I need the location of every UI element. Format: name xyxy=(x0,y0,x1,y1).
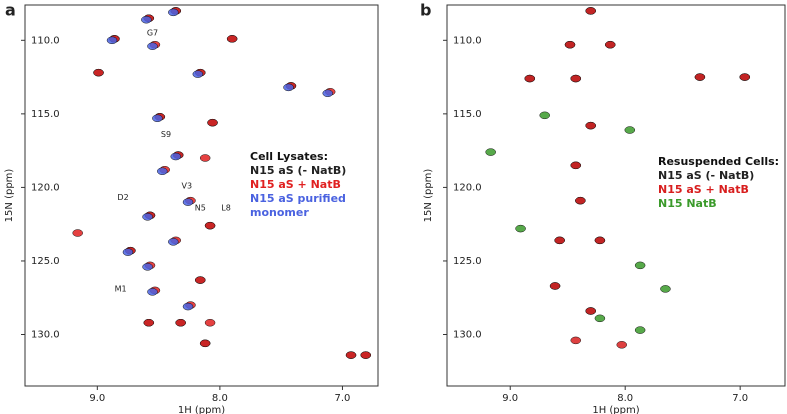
peak xyxy=(345,351,357,359)
residue-label: S9 xyxy=(161,130,171,139)
peak xyxy=(594,314,606,323)
panel-label: a xyxy=(5,1,16,20)
legend-title: Cell Lysates: xyxy=(250,150,328,163)
peak xyxy=(207,118,218,127)
peak xyxy=(585,7,596,15)
legend: Resuspended Cells: N15 aS (- NatB) N15 aS … xyxy=(658,155,783,211)
peak xyxy=(152,114,163,123)
legend-entry: N15 aS (- NatB) xyxy=(658,169,755,182)
peak xyxy=(143,318,155,327)
peak xyxy=(142,263,153,271)
peak xyxy=(634,326,646,334)
peak xyxy=(168,238,179,246)
peak xyxy=(570,336,582,345)
peak xyxy=(605,40,616,49)
peak xyxy=(739,73,751,81)
x-tick-label: 7.0 xyxy=(335,393,351,404)
x-tick-label: 9.0 xyxy=(502,393,518,404)
x-tick-label: 8.0 xyxy=(617,393,633,404)
peak xyxy=(175,318,186,327)
peak xyxy=(226,35,238,43)
y-tick-label: 130.0 xyxy=(453,330,482,341)
peak xyxy=(93,68,104,77)
peak xyxy=(195,276,206,284)
x-axis-title: 1H (ppm) xyxy=(592,405,639,414)
peak xyxy=(549,282,561,290)
residue-label: D2 xyxy=(117,193,128,202)
residue-label: G7 xyxy=(147,28,158,37)
legend-entry: N15 aS (- NatB) xyxy=(250,164,347,177)
y-tick-label: 115.0 xyxy=(453,109,482,120)
peak xyxy=(660,285,671,293)
plot-frame xyxy=(24,4,379,387)
legend-entry: N15 aS + NatB xyxy=(250,178,341,191)
peak xyxy=(585,121,596,130)
peak xyxy=(564,40,576,49)
peak xyxy=(515,224,526,233)
peak xyxy=(570,161,582,170)
residue-label: L8 xyxy=(221,204,231,213)
peak xyxy=(554,236,565,245)
peak xyxy=(616,341,627,349)
y-tick-label: 120.0 xyxy=(453,182,482,193)
y-tick-label: 110.0 xyxy=(31,35,60,46)
y-tick-label: 110.0 xyxy=(453,35,482,46)
peak xyxy=(182,198,194,206)
peak xyxy=(142,213,153,221)
y-tick-label: 115.0 xyxy=(31,109,60,120)
peak xyxy=(204,221,216,230)
peak xyxy=(524,74,536,83)
legend: Cell Lysates: N15 aS (- NatB) N15 aS + Nat… xyxy=(250,150,375,220)
peak xyxy=(170,152,182,161)
peak xyxy=(157,167,168,175)
legend-entry: N15 aS purified monomer xyxy=(250,192,346,219)
peak xyxy=(570,74,582,83)
legend-title: Resuspended Cells: xyxy=(658,155,780,168)
x-axis-title: 1H (ppm) xyxy=(178,405,225,414)
panel-label: b xyxy=(420,1,431,20)
y-axis-title: 15N (ppm) xyxy=(423,169,434,223)
peak xyxy=(634,261,646,270)
peak xyxy=(204,318,216,327)
x-tick-label: 9.0 xyxy=(89,393,105,404)
plot-frame xyxy=(446,4,786,387)
peak xyxy=(575,196,586,205)
peak xyxy=(192,70,204,78)
peak xyxy=(106,36,118,45)
peak xyxy=(539,111,550,120)
peak xyxy=(322,89,333,98)
peak xyxy=(182,302,194,311)
residue-label: V3 xyxy=(182,181,193,190)
y-tick-label: 120.0 xyxy=(31,182,60,193)
peak xyxy=(141,15,152,24)
y-axis-title: 15N (ppm) xyxy=(4,169,15,223)
peak xyxy=(624,126,636,134)
x-tick-label: 7.0 xyxy=(732,393,748,404)
legend-entry: N15 NatB xyxy=(658,197,717,210)
x-tick-label: 8.0 xyxy=(212,393,228,404)
peak xyxy=(72,229,83,237)
peak xyxy=(283,83,294,92)
peak xyxy=(694,73,706,81)
peak xyxy=(585,307,596,315)
peak xyxy=(199,154,211,162)
peak xyxy=(485,148,496,156)
peak xyxy=(147,288,158,296)
peak xyxy=(360,351,371,359)
residue-label: N5 xyxy=(195,204,206,213)
peak xyxy=(122,248,134,256)
peak xyxy=(594,236,606,245)
y-tick-label: 125.0 xyxy=(31,256,60,267)
legend-entry: N15 aS + NatB xyxy=(658,183,749,196)
peak xyxy=(199,339,211,348)
y-tick-label: 125.0 xyxy=(453,256,482,267)
residue-label: M1 xyxy=(115,284,127,293)
peak xyxy=(147,42,158,50)
peak xyxy=(168,8,179,17)
y-tick-label: 130.0 xyxy=(31,330,60,341)
